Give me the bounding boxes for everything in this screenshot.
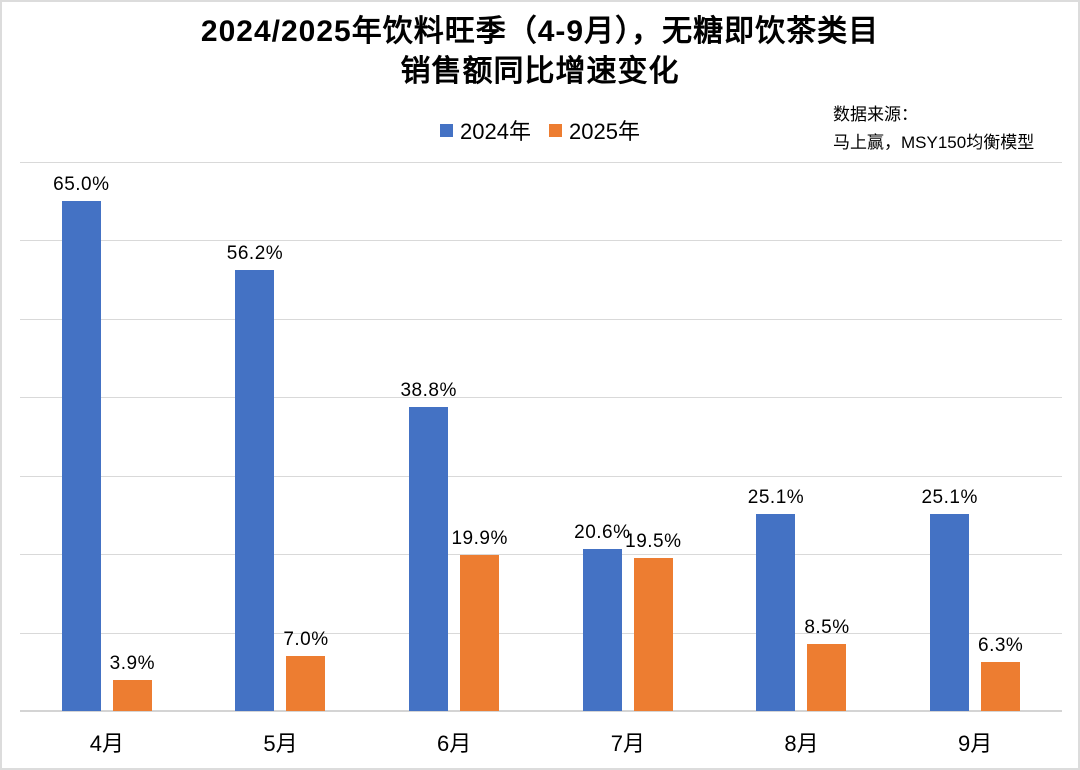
- value-label-2024年-9月: 25.1%: [921, 487, 978, 509]
- value-label-2024年-4月: 65.0%: [53, 174, 110, 196]
- value-label-2025年-6月: 19.9%: [451, 527, 508, 549]
- bar-group-9月: 25.1% 6.3%: [888, 162, 1062, 711]
- value-label-2024年-6月: 38.8%: [400, 379, 457, 401]
- bar-2025年-6月: [460, 554, 500, 711]
- gridline-10: [20, 632, 1062, 634]
- x-axis-line: [20, 710, 1062, 712]
- value-label-2025年-5月: 7.0%: [283, 629, 329, 651]
- bar-2024年-4月: [61, 201, 101, 711]
- gridline-50: [20, 318, 1062, 320]
- plot-area: 65.0% 3.9% 56.2% 7.0% 38.8% 19.9% 20.6% 19.5% 25…: [20, 162, 1062, 712]
- gridline-30: [20, 475, 1062, 477]
- value-label-2025年-7月: 19.5%: [625, 531, 682, 553]
- gridline-60: [20, 240, 1062, 242]
- legend-item-2024: 2024年: [440, 114, 531, 146]
- legend-label-2025: 2025年: [569, 119, 640, 144]
- bar-2024年-8月: [756, 514, 796, 711]
- chart-title-line2: 销售额同比增速变化: [400, 55, 680, 88]
- bar-2024年-5月: [235, 270, 275, 711]
- bar-2025年-7月: [633, 558, 673, 711]
- gridline-20: [20, 554, 1062, 556]
- legend: 2024年 2025年: [2, 114, 1078, 146]
- gridline-40: [20, 397, 1062, 399]
- value-label-2025年-8月: 8.5%: [804, 617, 850, 639]
- x-axis-label-7月: 7月: [610, 731, 645, 756]
- bar-2025年-9月: [981, 661, 1021, 711]
- bar-2024年-9月: [930, 514, 970, 711]
- bar-2024年-7月: [582, 549, 622, 711]
- bar-2025年-4月: [112, 680, 152, 711]
- legend-item-2025: 2025年: [549, 114, 640, 146]
- x-axis-label-8月: 8月: [784, 731, 819, 756]
- bar-group-8月: 25.1% 8.5%: [715, 162, 889, 711]
- bar-group-7月: 20.6% 19.5%: [541, 162, 715, 711]
- bar-group-6月: 38.8% 19.9%: [367, 162, 541, 711]
- value-label-2024年-7月: 20.6%: [574, 522, 631, 544]
- bar-2024年-6月: [409, 406, 449, 711]
- data-source-line2: 马上赢，MSY150均衡模型: [833, 133, 1035, 152]
- legend-swatch-2025-icon: [549, 123, 562, 137]
- legend-label-2024: 2024年: [460, 119, 531, 144]
- bar-group-5月: 56.2% 7.0%: [194, 162, 368, 711]
- gridline-70: [20, 162, 1062, 163]
- data-source-note: 数据来源： 马上赢，MSY150均衡模型: [833, 101, 1034, 157]
- bar-group-4月: 65.0% 3.9%: [20, 162, 194, 711]
- value-label-2025年-4月: 3.9%: [109, 653, 155, 675]
- x-axis-label-9月: 9月: [958, 731, 993, 756]
- data-source-line1: 数据来源：: [833, 105, 918, 124]
- bar-2025年-5月: [286, 656, 326, 711]
- value-label-2025年-9月: 6.3%: [978, 634, 1024, 656]
- value-label-2024年-5月: 56.2%: [226, 243, 284, 265]
- bar-2025年-8月: [807, 644, 847, 711]
- value-label-2024年-8月: 25.1%: [747, 487, 805, 509]
- x-axis-label-6月: 6月: [437, 731, 472, 756]
- chart-title: 2024/2025年饮料旺季（4-9月），无糖即饮茶类目 销售额同比增速变化: [2, 12, 1078, 92]
- legend-swatch-2024-icon: [440, 123, 454, 137]
- x-axis-label-5月: 5月: [263, 731, 298, 756]
- x-axis-label-4月: 4月: [89, 731, 124, 756]
- chart-title-line1: 2024/2025年饮料旺季（4-9月），无糖即饮茶类目: [200, 15, 880, 48]
